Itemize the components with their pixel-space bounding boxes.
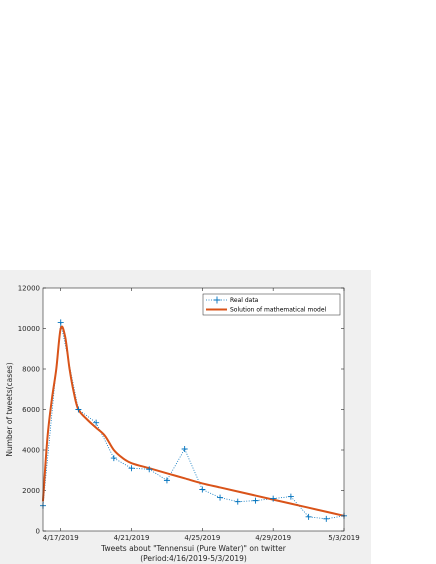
data-point-real-data: [181, 445, 188, 452]
x-axis-ticks: 4/17/2019 4/21/2019 4/25/2019 4/29/2019 5/3/…: [43, 288, 360, 542]
data-point-real-data: [93, 419, 100, 426]
y-tick-label: 8000: [22, 366, 40, 374]
legend-label-real-data: Real data: [230, 297, 259, 304]
data-point-real-data: [305, 513, 312, 520]
x-tick-label: 4/17/2019: [43, 534, 79, 542]
plot-area: [43, 288, 344, 531]
data-point-real-data: [287, 493, 294, 500]
plot-frame: [42, 287, 345, 532]
data-point-real-data: [146, 466, 153, 473]
data-point-real-data: [199, 486, 206, 493]
y-axis-label: Number of tweets(cases): [5, 362, 14, 456]
y-tick-label: 10000: [18, 325, 40, 333]
x-axis-label-line1: Tweets about "Tennensui (Pure Water)" on…: [100, 544, 287, 553]
y-tick-label: 0: [36, 528, 40, 536]
data-point-real-data: [234, 498, 241, 505]
x-tick-label: 4/25/2019: [184, 534, 220, 542]
data-point-real-data: [75, 406, 82, 413]
line-chart: 0 2000 4000 6000 8000 10000 12000 4/17/2019 4/2…: [5, 285, 360, 564]
data-point-real-data: [252, 497, 259, 504]
data-point-real-data: [270, 495, 277, 502]
y-tick-label: 6000: [22, 406, 40, 414]
data-point-real-data: [57, 319, 64, 326]
data-point-real-data: [323, 515, 330, 522]
legend: Real data Solution of mathematical model: [202, 293, 341, 316]
figure-panel: 0 2000 4000 6000 8000 10000 12000 4/17/2019 4/2…: [0, 270, 371, 564]
y-axis-ticks: 0 2000 4000 6000 8000 10000 12000: [18, 285, 344, 536]
x-tick-label: 5/3/2019: [328, 534, 359, 542]
x-tick-label: 4/21/2019: [114, 534, 150, 542]
x-tick-label: 4/29/2019: [255, 534, 291, 542]
x-axis-label-line2: (Period:4/16/2019-5/3/2019): [140, 554, 247, 563]
y-tick-label: 2000: [22, 487, 40, 495]
series-line-model: [42, 325, 345, 517]
y-tick-label: 12000: [18, 285, 40, 293]
legend-box: [202, 293, 341, 316]
data-point-real-data: [217, 494, 224, 501]
y-tick-label: 4000: [22, 447, 40, 455]
legend-marker-real-data: [213, 296, 221, 304]
data-point-real-data: [163, 477, 170, 484]
legend-label-model: Solution of mathematical model: [230, 307, 327, 314]
data-point-real-data: [110, 455, 117, 462]
data-point-real-data: [128, 465, 135, 472]
series-layer: [40, 319, 347, 522]
